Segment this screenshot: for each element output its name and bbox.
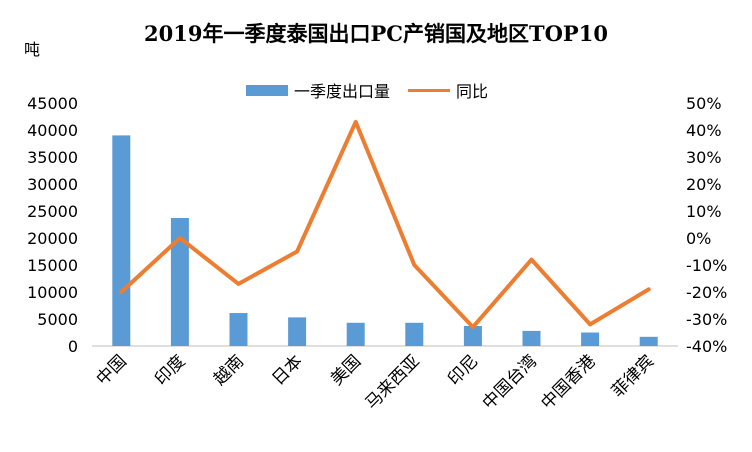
y-tick-label: 20000 (27, 229, 78, 248)
bar (405, 322, 424, 346)
y-tick-label: 35000 (27, 148, 78, 167)
legend-line-swatch (408, 88, 451, 92)
yoy-line (119, 119, 651, 330)
y2-tick-label: 10% (686, 202, 722, 221)
y2-tick-label: 0% (686, 229, 711, 248)
bar (463, 326, 482, 346)
legend-line-label: 同比 (456, 82, 489, 101)
bar (229, 313, 248, 346)
legend-item-bar: 一季度出口量 (246, 78, 390, 102)
x-tick-label: 菲律宾 (608, 351, 658, 401)
y2-tick-label: -30% (686, 310, 727, 329)
y-tick-label: 40000 (27, 121, 78, 140)
y-tick-label: 15000 (27, 256, 78, 275)
y-tick-label: 45000 (27, 94, 78, 113)
bar (112, 135, 131, 346)
y-tick-label: 30000 (27, 175, 78, 194)
y2-tick-label: -40% (686, 337, 727, 356)
x-tick-label: 印尼 (444, 351, 482, 389)
bar (170, 218, 189, 346)
bar (581, 332, 600, 346)
x-tick-label: 中国香港 (537, 351, 599, 413)
x-tick-label: 中国台湾 (479, 351, 541, 413)
y2-tick-label: 30% (686, 148, 722, 167)
chart-legend: 一季度出口量 同比 (246, 78, 506, 102)
legend-item-line: 同比 (408, 78, 488, 102)
y-tick-label: 10000 (27, 283, 78, 302)
bar (522, 330, 541, 346)
y-axis-unit-label: 吨 (24, 40, 41, 59)
y2-tick-label: -20% (686, 283, 727, 302)
legend-bar-swatch (246, 84, 288, 96)
y2-tick-label: 40% (686, 121, 722, 140)
y-tick-label: 5000 (37, 310, 78, 329)
x-tick-label: 美国 (327, 351, 365, 389)
x-tick-label: 印度 (151, 351, 189, 389)
bar (288, 317, 307, 346)
x-tick-label: 中国 (93, 351, 131, 389)
y2-tick-label: 20% (686, 175, 722, 194)
x-tick-label: 日本 (268, 351, 306, 389)
y-tick-label: 0 (68, 337, 78, 356)
y-tick-label: 25000 (27, 202, 78, 221)
bar (639, 336, 658, 346)
y2-tick-label: 50% (686, 94, 722, 113)
y2-tick-label: -10% (686, 256, 727, 275)
x-tick-label: 越南 (210, 351, 248, 389)
legend-bar-label: 一季度出口量 (294, 82, 391, 101)
chart-title: 2019年一季度泰国出口PC产销国及地区TOP10 (144, 21, 608, 46)
bar (346, 322, 365, 346)
x-tick-label: 马来西亚 (362, 351, 424, 413)
